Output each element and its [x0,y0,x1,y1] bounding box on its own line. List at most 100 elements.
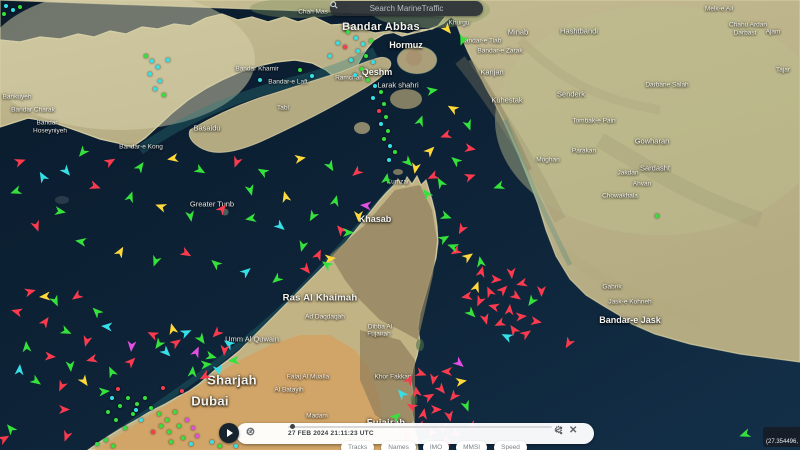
vessel-marker[interactable] [372,83,378,89]
vessel-marker[interactable] [125,395,131,401]
vessel-marker[interactable] [233,443,239,449]
shallow-channel [137,47,378,155]
vessel-marker[interactable] [180,435,186,441]
layer-toggles: Tracks Names IMO MMSI Speed [341,441,527,450]
toggle-pill-tracks[interactable]: Tracks [341,441,375,450]
vessel-marker[interactable] [348,57,354,63]
vessel-marker[interactable] [110,443,116,449]
vessel-marker[interactable] [194,433,200,439]
vessel-marker[interactable] [94,441,100,447]
vessel-marker[interactable] [381,136,387,142]
vessel-marker[interactable] [387,143,393,149]
toggle-pill-speed[interactable]: Speed [494,441,527,450]
vessel-marker[interactable] [165,57,171,63]
vessel-marker[interactable] [138,417,144,423]
vessel-marker[interactable] [109,395,115,401]
vessel-marker[interactable] [309,73,315,79]
vessel-marker[interactable] [148,405,154,411]
vessel-marker[interactable] [115,386,121,392]
vessel-marker[interactable] [117,403,123,409]
vessel-marker[interactable] [383,114,389,120]
vessel-marker[interactable] [359,66,365,72]
vessel-marker[interactable] [166,429,172,435]
vessel-marker[interactable] [368,38,374,44]
vessel-marker[interactable] [103,437,109,443]
playback-bar [236,423,594,444]
vessel-marker[interactable] [143,53,149,59]
vessel-marker[interactable] [297,67,303,73]
toggle-pill-names[interactable]: Names [381,441,416,450]
vessel-marker[interactable] [257,77,263,83]
vessel-marker[interactable] [168,439,174,445]
vessel-marker[interactable] [360,41,366,47]
speed-multiplier-icon[interactable]: ⇄ [246,427,253,436]
vessel-marker[interactable] [385,128,391,134]
vessel-marker[interactable] [370,59,376,65]
vessel-marker[interactable] [3,3,9,9]
vessel-marker[interactable] [164,417,170,423]
vessel-marker[interactable] [172,409,178,415]
share-icon[interactable] [554,426,563,435]
vessel-marker[interactable] [392,149,398,155]
vessel-marker[interactable] [149,58,155,64]
gear-icon[interactable]: ⚙ [554,425,563,436]
vessel-marker[interactable] [130,411,136,417]
timeline-playhead[interactable] [289,424,295,429]
vessel-marker[interactable] [352,72,358,78]
vessel-marker[interactable] [156,411,162,417]
vessel-marker[interactable] [353,35,359,41]
vessel-marker[interactable] [113,417,119,423]
vessel-marker[interactable] [176,423,182,429]
vessel-marker[interactable] [654,213,660,219]
search-bar[interactable]: Search MarineTraffic [330,1,483,16]
quoin-islets [393,169,403,175]
vessel-marker[interactable] [155,64,161,70]
vessel-marker[interactable] [133,407,139,413]
vessel-marker[interactable] [327,53,333,59]
vessel-marker[interactable] [209,439,215,445]
vessel-marker[interactable] [342,44,348,50]
play-button[interactable] [219,423,239,443]
toggle-pill-imo[interactable]: IMO [422,441,450,450]
terrain-wash-west [0,0,255,130]
toggle-pill-mmsi[interactable]: MMSI [456,441,488,450]
vessel-marker[interactable] [190,425,196,431]
vessel-marker[interactable] [17,4,23,10]
vessel-marker[interactable] [142,395,148,401]
vessel-marker[interactable] [386,157,392,163]
vessel-marker[interactable] [160,385,166,391]
ridge [595,133,763,228]
vessel-marker[interactable] [152,86,158,92]
hajar-mountains [360,330,415,430]
vessel-marker[interactable] [381,101,387,107]
vessel-marker[interactable] [345,29,351,35]
vessel-marker[interactable] [157,78,163,84]
vessel-marker[interactable] [10,7,16,13]
vessel-marker[interactable] [179,388,185,394]
vessel-marker[interactable] [355,48,361,54]
vessel-marker[interactable] [147,71,153,77]
vessel-marker[interactable] [376,108,382,114]
close-icon[interactable]: ✕ [568,425,578,436]
vessel-marker[interactable] [161,92,167,98]
target-icon[interactable] [246,427,255,436]
vessel-marker[interactable] [122,425,128,431]
vessel-marker[interactable] [158,423,164,429]
vessel-marker[interactable] [378,121,384,127]
vessel-marker[interactable] [105,409,111,415]
vessel-marker[interactable] [335,40,341,46]
vessel-marker[interactable] [365,77,371,83]
timeline-track[interactable] [288,424,552,429]
vessel-marker[interactable] [188,441,194,447]
vessel-marker[interactable] [150,429,156,435]
vessel-marker[interactable] [217,443,223,449]
cursor-coordinates: (27.354496, [763,427,800,447]
vessel-marker[interactable] [134,401,140,407]
vessel-marker[interactable] [184,417,190,423]
vessel-marker[interactable] [1,11,7,17]
vessel-marker[interactable] [378,89,384,95]
vessel-marker[interactable] [370,95,376,101]
vessel-marker[interactable] [363,53,369,59]
